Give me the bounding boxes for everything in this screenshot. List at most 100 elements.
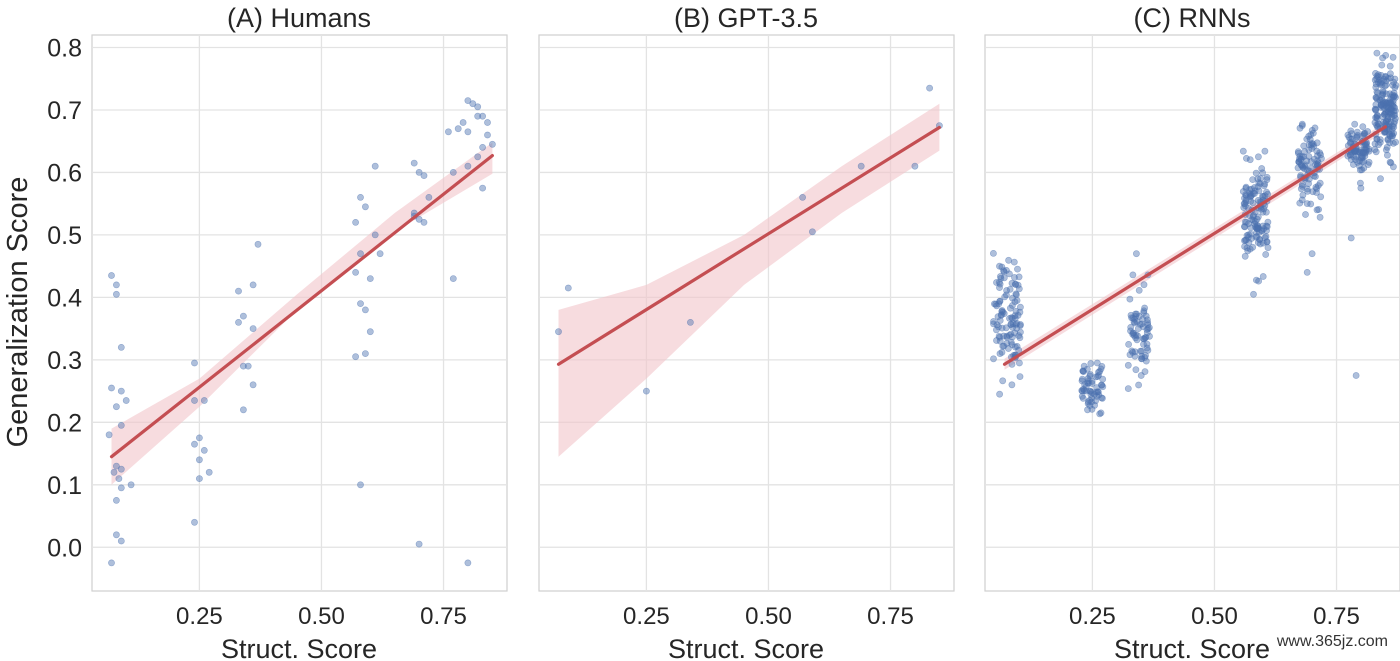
rnns-data-point [1365, 158, 1373, 166]
rnns-data-point [1009, 314, 1016, 322]
humans-data-point [235, 318, 242, 326]
humans-data-point [249, 325, 257, 332]
rnns-data-point [1376, 136, 1384, 143]
rnns-data-point [1255, 277, 1262, 285]
rnns-data-point [1392, 82, 1400, 89]
rnns-data-point [1003, 287, 1010, 294]
rnns-data-point [1099, 394, 1106, 402]
gpt35-data-point [555, 328, 562, 336]
rnns-data-point [996, 350, 1004, 357]
rnns-data-point [997, 273, 1004, 280]
rnns-data-point [1262, 251, 1270, 258]
humans-data-point [464, 162, 472, 170]
rnns-data-point [1012, 307, 1020, 315]
rnns-data-point [1239, 188, 1247, 195]
panel-humans: 0.25 0.50 0.75 0.0 0.1 0.2 0.3 0.4 0.5 0.6 0.7 0.8… [47, 3, 508, 661]
humans-data-point [352, 353, 359, 361]
panel-humans-ci-band-layer [111, 142, 493, 485]
humans-data-point [474, 153, 482, 161]
rnns-data-point [1130, 318, 1138, 326]
rnns-data-point [1088, 388, 1096, 396]
rnns-data-point [1390, 139, 1397, 147]
rnns-data-point [1078, 392, 1086, 400]
rnns-data-point [1259, 193, 1267, 200]
rnns-data-point [1382, 52, 1390, 59]
rnns-data-point [993, 321, 1001, 329]
humans-data-point [249, 381, 257, 389]
panel-gpt35-title: (B) GPT-3.5 [674, 3, 818, 33]
rnns-data-point [999, 377, 1007, 385]
rnns-data-point [1384, 136, 1392, 144]
rnns-data-point [1254, 239, 1262, 246]
rnns-data-point [1016, 373, 1024, 380]
rnns-data-point [1085, 377, 1092, 385]
rnns-data-point [1383, 143, 1391, 151]
rnns-data-point [1133, 250, 1140, 258]
rnns-data-point [1261, 234, 1269, 241]
gpt35-data-point [926, 84, 933, 92]
rnns-data-point [1389, 122, 1396, 130]
rnns-data-point [1014, 265, 1021, 273]
humans-data-point [191, 518, 198, 526]
rnns-data-point [1303, 135, 1311, 143]
rnns-data-point [1000, 274, 1008, 282]
rnns-xtick-label: 0.50 [1191, 603, 1238, 630]
rnns-data-point [1249, 176, 1257, 183]
rnns-data-point [1260, 225, 1268, 233]
rnns-data-point [1317, 193, 1325, 201]
humans-data-point [464, 128, 472, 136]
humans-data-point [244, 362, 252, 370]
humans-data-point [361, 350, 369, 357]
humans-data-point [200, 446, 208, 454]
humans-data-point [352, 218, 359, 226]
rnns-data-point [1251, 184, 1258, 191]
rnns-data-point [1257, 205, 1265, 213]
rnns-data-point [1356, 166, 1364, 174]
rnns-data-point [1313, 206, 1321, 214]
figure-ylabel: Generalization Score [2, 177, 34, 448]
rnns-data-point [1009, 333, 1016, 341]
rnns-data-point [1294, 148, 1302, 156]
rnns-data-point [1384, 151, 1391, 159]
rnns-data-point [1011, 274, 1018, 281]
rnns-data-point [1386, 96, 1394, 104]
humans-data-point [420, 172, 428, 179]
ytick-label: 0.2 [47, 409, 82, 437]
rnns-data-point [1389, 53, 1397, 61]
rnns-data-point [1014, 311, 1022, 319]
rnns-data-point [1246, 156, 1254, 164]
rnns-data-point [996, 262, 1003, 270]
humans-data-point [113, 462, 120, 470]
rnns-data-point [1352, 152, 1360, 160]
humans-data-point [117, 537, 125, 545]
humans-fit-line [109, 153, 494, 459]
rnns-data-point [1129, 271, 1137, 279]
rnns-data-point [993, 326, 1000, 334]
rnns-data-point [1013, 324, 1020, 332]
humans-data-point [249, 281, 257, 289]
gpt35-data-point [564, 284, 572, 292]
rnns-data-point [1141, 334, 1149, 342]
rnns-fit-line [1002, 125, 1387, 366]
rnns-data-point [1377, 79, 1384, 87]
rnns-data-point [1239, 147, 1247, 155]
rnns-data-point [1352, 147, 1360, 154]
humans-data-point [113, 281, 120, 289]
rnns-data-point [1347, 139, 1354, 147]
watermark-text: www.365jz.com [1270, 631, 1394, 653]
rnns-data-point [1307, 200, 1315, 208]
rnns-data-point [1129, 348, 1137, 356]
rnns-data-point [1377, 175, 1384, 183]
rnns-data-point [1253, 225, 1261, 233]
rnns-data-point [1084, 406, 1091, 414]
humans-data-point [352, 268, 359, 276]
gpt35-data-point [857, 162, 865, 170]
rnns-data-point [1086, 402, 1094, 409]
rnns-data-point [1008, 341, 1016, 349]
rnns-data-point [996, 390, 1003, 398]
humans-data-point [113, 290, 120, 298]
rnns-data-point [1241, 243, 1248, 250]
rnns-data-point [1093, 384, 1101, 391]
rnns-data-point [990, 249, 997, 257]
rnns-data-point [1140, 340, 1147, 348]
